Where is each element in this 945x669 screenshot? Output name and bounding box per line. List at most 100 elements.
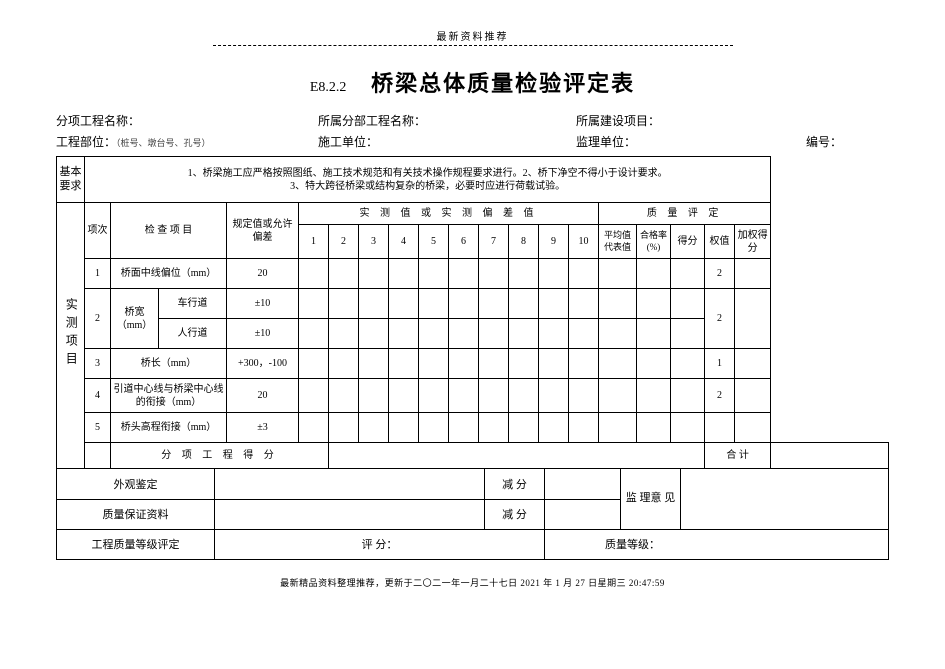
hdr-avg: 平均值代表值 — [599, 225, 637, 259]
basic-req-line-1: 1、桥梁施工应严格按照图纸、施工技术规范和有关技术操作规程要求进行。2、桥下净空… — [86, 167, 769, 180]
r4-m8 — [509, 379, 539, 413]
r1-m6 — [449, 259, 479, 289]
hdr-m7: 7 — [479, 225, 509, 259]
r3-score — [671, 349, 705, 379]
r2a-pass — [637, 289, 671, 319]
r5-m2 — [329, 413, 359, 443]
r5-m7 — [479, 413, 509, 443]
data-row-1: 1 桥面中线偏位（mm） 20 2 — [57, 259, 889, 289]
meta-construction-unit: 施工单位： — [318, 133, 576, 150]
dashed-rule — [213, 45, 733, 46]
r2b-m2 — [329, 319, 359, 349]
r5-m1 — [299, 413, 329, 443]
r1-m2 — [329, 259, 359, 289]
r2a-m10 — [569, 289, 599, 319]
r4-spec: 20 — [227, 379, 299, 413]
r3-item: 桥长（mm） — [111, 349, 227, 379]
grade-right: 质量等级： — [545, 529, 889, 559]
data-row-5: 5 桥头高程衔接（mm） ±3 — [57, 413, 889, 443]
r3-m9 — [539, 349, 569, 379]
hdr-m1: 1 — [299, 225, 329, 259]
r5-m5 — [419, 413, 449, 443]
supervise-blank — [681, 469, 889, 529]
data-row-4: 4 引道中心线与桥梁中心线的衔接（mm） 20 2 — [57, 379, 889, 413]
side-label: 实测项目 — [57, 203, 85, 469]
r3-avg — [599, 349, 637, 379]
r5-m9 — [539, 413, 569, 443]
footer: 最新精品资料整理推荐，更新于二〇二一年一月二十七日 2021 年 1 月 27 … — [56, 576, 889, 589]
r2b-m1 — [299, 319, 329, 349]
r5-m8 — [509, 413, 539, 443]
r5-no: 5 — [85, 413, 111, 443]
basic-req-label: 基本要求 — [57, 157, 85, 203]
deduct-label-1: 减 分 — [485, 469, 545, 499]
r4-pass — [637, 379, 671, 413]
hdr-quality-group: 质 量 评 定 — [599, 203, 771, 225]
r5-weight — [705, 413, 735, 443]
r1-weight: 2 — [705, 259, 735, 289]
r2a-m9 — [539, 289, 569, 319]
qa-blank — [215, 499, 485, 529]
r3-m2 — [329, 349, 359, 379]
subtotal-blank — [329, 443, 705, 469]
r2a-spec: ±10 — [227, 289, 299, 319]
r2b-m4 — [389, 319, 419, 349]
r4-m7 — [479, 379, 509, 413]
hdr-item-no: 项次 — [85, 203, 111, 259]
r2a-m2 — [329, 289, 359, 319]
r2b-m9 — [539, 319, 569, 349]
title-line: E8.2.2 桥梁总体质量检验评定表 — [56, 66, 889, 98]
main-table: 基本要求 1、桥梁施工应严格按照图纸、施工技术规范和有关技术操作规程要求进行。2… — [56, 156, 889, 469]
meta-construction-project: 所属建设项目： — [576, 112, 806, 129]
r2-item-group: 桥宽（mm） — [111, 289, 159, 349]
r5-avg — [599, 413, 637, 443]
hdr-m8: 8 — [509, 225, 539, 259]
r3-m3 — [359, 349, 389, 379]
r2a-score — [671, 289, 705, 319]
r3-m7 — [479, 349, 509, 379]
r4-m2 — [329, 379, 359, 413]
title-main: 桥梁总体质量检验评定表 — [371, 71, 635, 96]
r4-m4 — [389, 379, 419, 413]
r2b-m3 — [359, 319, 389, 349]
r2a-m1 — [299, 289, 329, 319]
r2b-score — [671, 319, 705, 349]
r4-wscore — [735, 379, 771, 413]
r1-avg — [599, 259, 637, 289]
data-row-2a: 2 桥宽（mm） 车行道 ±10 2 — [57, 289, 889, 319]
r4-m1 — [299, 379, 329, 413]
r5-item: 桥头高程衔接（mm） — [111, 413, 227, 443]
meta-number: 编号： — [806, 133, 889, 150]
r3-m1 — [299, 349, 329, 379]
r1-spec: 20 — [227, 259, 299, 289]
meta-parent-name: 所属分部工程名称： — [318, 112, 576, 129]
r3-m10 — [569, 349, 599, 379]
hdr-spec: 规定值或允许偏差 — [227, 203, 299, 259]
r2-wscore — [735, 289, 771, 349]
supervise-label: 监 理意 见 — [621, 469, 681, 529]
r3-m5 — [419, 349, 449, 379]
r4-score — [671, 379, 705, 413]
r1-m9 — [539, 259, 569, 289]
r4-no: 4 — [85, 379, 111, 413]
r2a-m6 — [449, 289, 479, 319]
meta-row-2: 工程部位：（桩号、墩台号、孔号） 施工单位： 监理单位： 编号： — [56, 133, 889, 150]
r3-m4 — [389, 349, 419, 379]
r1-wscore — [735, 259, 771, 289]
r2a-m4 — [389, 289, 419, 319]
r1-m7 — [479, 259, 509, 289]
hdr-weight: 权值 — [705, 225, 735, 259]
r1-pass — [637, 259, 671, 289]
appearance-blank — [215, 469, 485, 499]
subtotal-blank-left — [85, 443, 111, 469]
hdr-score: 得分 — [671, 225, 705, 259]
subtotal-label: 分 项 工 程 得 分 — [111, 443, 329, 469]
r1-m5 — [419, 259, 449, 289]
r4-m5 — [419, 379, 449, 413]
subtotal-row: 分 项 工 程 得 分 合 计 — [57, 443, 889, 469]
r2a-m7 — [479, 289, 509, 319]
header-row-1: 实测项目 项次 检 查 项 目 规定值或允许偏差 实 测 值 或 实 测 偏 差… — [57, 203, 889, 225]
basic-req-row: 基本要求 1、桥梁施工应严格按照图纸、施工技术规范和有关技术操作规程要求进行。2… — [57, 157, 889, 203]
r5-m3 — [359, 413, 389, 443]
r2b-m7 — [479, 319, 509, 349]
